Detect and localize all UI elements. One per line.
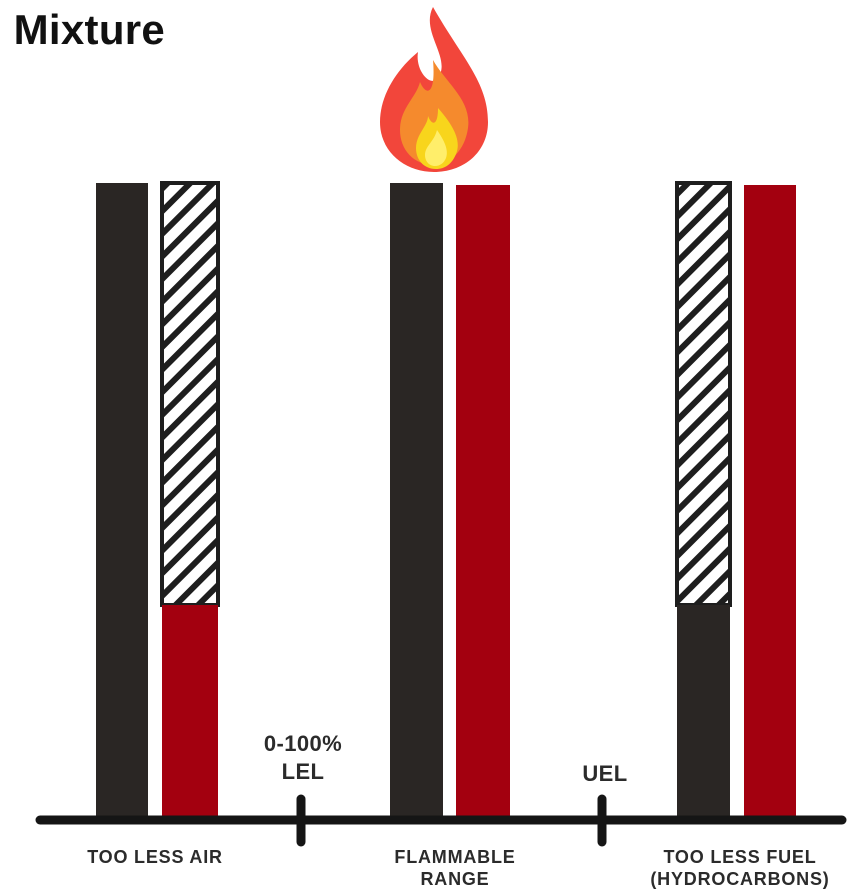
zone-label-flammable-range: FLAMMABLE RANGE — [350, 847, 560, 890]
zone-label-line: FLAMMABLE — [394, 847, 516, 867]
zone-label-line: RANGE — [420, 868, 490, 889]
lel-marker-line-2: LEL — [281, 758, 325, 784]
zone-label-too-less-air: TOO LESS AIR — [35, 847, 275, 869]
bar-hatched — [160, 181, 220, 607]
zone-label-line: (HYDROCARBONS) — [650, 868, 830, 889]
lel-marker-line-1: 0-100% — [263, 731, 343, 756]
bar-dark-fill — [677, 605, 730, 820]
uel-marker-label: UEL — [545, 760, 665, 788]
zone-label-line: TOO LESS AIR — [87, 847, 223, 867]
bar-red — [456, 185, 510, 820]
zone-label-too-less-fuel: TOO LESS FUEL (HYDROCARBONS) — [616, 847, 864, 890]
zone-label-line: TOO LESS FUEL — [663, 847, 817, 867]
diagram-title: e Mixture — [0, 6, 166, 53]
bar-group-too-less-air — [96, 181, 220, 820]
uel-marker-line-1: UEL — [582, 761, 628, 786]
bar-dark — [96, 183, 148, 820]
bar-hatched — [675, 181, 732, 607]
bar-dark — [390, 183, 443, 820]
bar-group-too-less-fuel — [675, 181, 796, 820]
bar-group-flammable-range — [390, 183, 510, 820]
lel-marker-label: 0-100% LEL — [238, 730, 368, 785]
flame-icon — [380, 7, 488, 172]
bar-red-fill — [162, 605, 218, 820]
bar-red — [744, 185, 796, 820]
